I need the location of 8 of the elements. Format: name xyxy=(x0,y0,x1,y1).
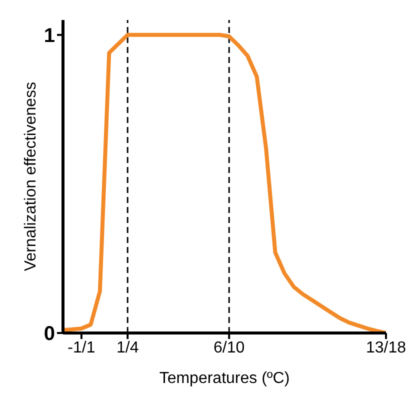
x-tick-label: -1/1 xyxy=(68,339,96,356)
y-axis-title: Vernalization effectiveness xyxy=(22,82,40,272)
y-tick-label: 1 xyxy=(44,25,55,48)
x-tick-label: 6/10 xyxy=(214,339,245,356)
x-tick-label: 13/18 xyxy=(366,339,406,356)
x-axis-title: Temperatures (ºC) xyxy=(159,370,290,387)
y-tick-label: 0 xyxy=(44,323,55,346)
x-tick-label: 1/4 xyxy=(116,339,139,356)
